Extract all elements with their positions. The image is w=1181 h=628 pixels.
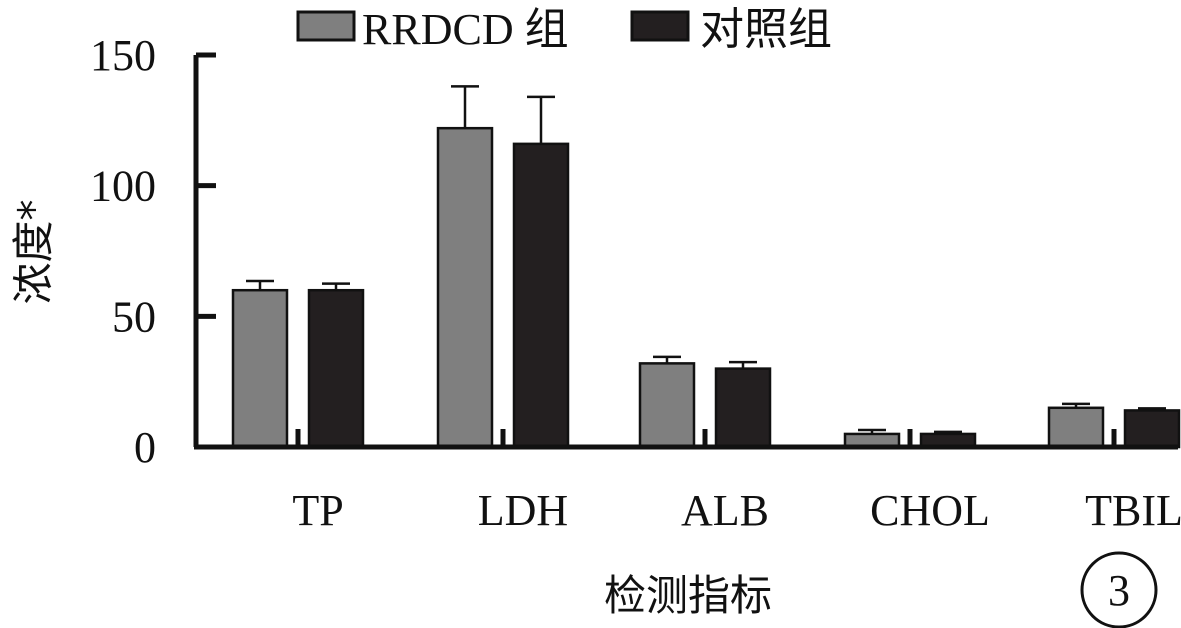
plot-area: 0 50 100 150 TP LDH ALB CHOL TBIL [90,31,1181,535]
bar-tbil-rrdcd [1047,406,1105,449]
legend-swatch-rrdcd [296,10,356,42]
bar-tp-rrdcd [231,288,289,449]
x-tick-label-tp: TP [292,486,343,535]
bar-tp-control [307,288,365,449]
y-axis-title: 浓度* [9,199,58,304]
x-tick-label-alb: ALB [681,486,769,535]
legend: RRDCD 组 对照组 [296,5,832,54]
bar-alb-rrdcd [638,362,696,449]
x-tick-label-tbil: TBIL [1085,486,1181,535]
y-tick-label-50: 50 [112,292,156,341]
legend-label-rrdcd: RRDCD 组 [362,5,569,54]
bar-ldh-control [512,142,570,449]
panel-label-text: 3 [1108,566,1130,615]
legend-swatch-control [630,10,690,42]
y-tick-label-100: 100 [90,162,156,211]
panel-label-circle [1080,551,1158,628]
bar-tbil-control [1123,409,1181,449]
y-tick-label-0: 0 [134,423,156,472]
bar-ldh-rrdcd [436,126,494,449]
y-tick-label-150: 150 [90,31,156,80]
x-tick-label-ldh: LDH [478,486,568,535]
x-axis-title: 检测指标 [604,571,772,620]
bar-alb-control [714,367,772,449]
legend-label-control: 对照组 [700,5,832,54]
x-tick-label-chol: CHOL [870,486,990,535]
panel-label: 3 [1080,551,1158,628]
